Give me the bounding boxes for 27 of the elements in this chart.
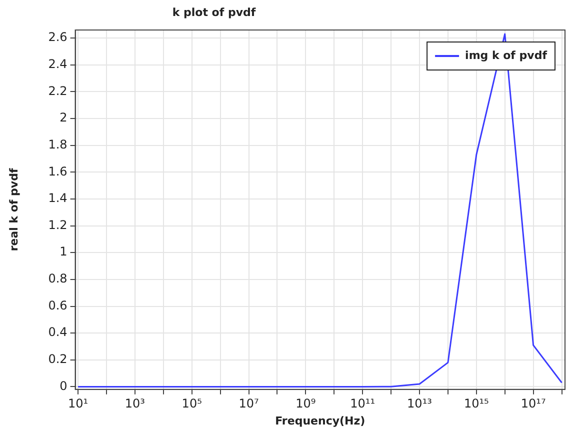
y-tick-label: 0.6	[48, 298, 68, 312]
x-tick-label: 10¹	[68, 396, 88, 411]
y-tick-label: 2	[60, 110, 68, 125]
y-tick-label: 2.2	[48, 84, 68, 98]
x-tick-label: 10³	[124, 396, 146, 411]
y-tick-label: 0.8	[48, 272, 68, 286]
x-tick-label: 10¹³	[407, 396, 432, 411]
y-tick-label: 0.2	[48, 352, 68, 366]
y-tick-label: 2.6	[48, 30, 68, 44]
x-tick-label: 10¹⁷	[520, 396, 546, 411]
x-tick-label: 10¹¹	[350, 396, 376, 411]
legend-label: img k of pvdf	[465, 48, 548, 62]
y-tick-label: 1.8	[48, 137, 68, 152]
y-tick-label: 2.4	[48, 56, 68, 71]
x-axis-title: Frequency(Hz)	[275, 414, 366, 428]
x-tick-label: 10¹⁵	[464, 396, 490, 411]
y-tick-label: 1.4	[48, 191, 68, 206]
y-tick-label: 1.6	[48, 164, 68, 178]
chart-title: k plot of pvdf	[172, 6, 256, 19]
y-tick-label: 1	[60, 244, 68, 259]
x-tick-label: 10⁷	[238, 396, 259, 411]
y-axis-title: real k of pvdf	[7, 168, 20, 252]
x-tick-label: 10⁹	[296, 396, 316, 411]
x-tick-label: 10⁵	[182, 396, 202, 411]
y-tick-label: 0.4	[48, 325, 68, 340]
y-tick-label: 0	[60, 378, 68, 393]
y-tick-label: 1.2	[48, 218, 68, 232]
